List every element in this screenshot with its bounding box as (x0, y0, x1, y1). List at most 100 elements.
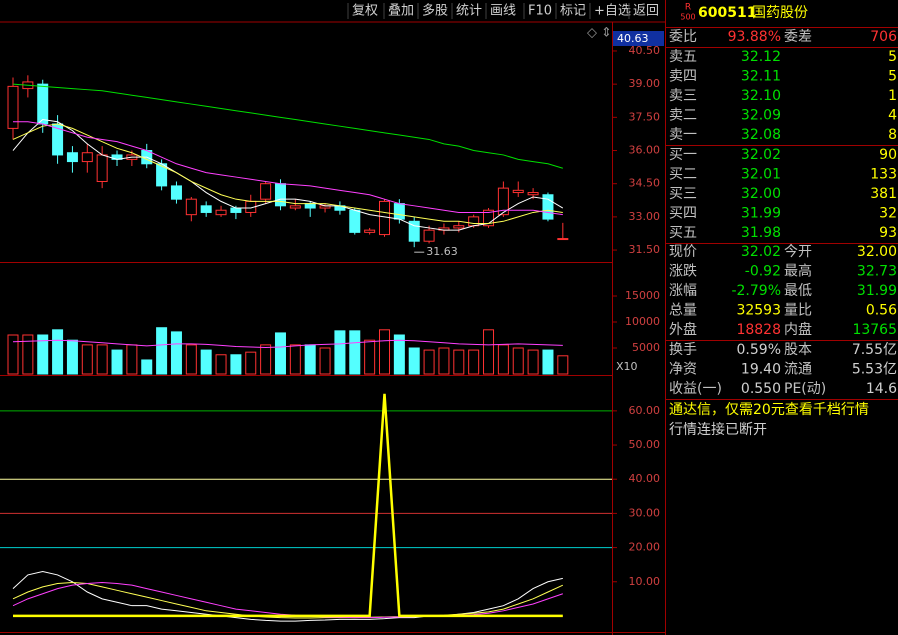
volume-bar (408, 347, 420, 375)
y-tick-label: 40.50 (629, 44, 661, 57)
candle-body (497, 187, 509, 216)
toolbar-button[interactable]: 多股 (422, 3, 448, 19)
axis-top-box (613, 31, 664, 46)
indicator-line (13, 121, 563, 216)
y-tick-label: 10.00 (629, 575, 661, 588)
order-volume: 1 (888, 88, 897, 104)
volume-bar (141, 359, 153, 375)
toolbar-button[interactable]: +自选 (594, 4, 631, 19)
toolbar-button[interactable]: 标记 (560, 4, 586, 19)
quote-value: 0.56 (866, 303, 897, 319)
volume-bar (7, 334, 19, 375)
volume-bar (289, 344, 301, 375)
quote-label: 流通 (784, 362, 812, 378)
promo[interactable]: 通达信，仅需20元查看千档行情 (669, 402, 869, 418)
quote-value: -2.79% (731, 283, 781, 299)
order-price: 32.01 (741, 167, 781, 183)
quote-value: 5.53亿 (852, 362, 897, 378)
quote-value: 32.73 (857, 264, 897, 280)
candle-body (66, 152, 78, 163)
volume-bar (334, 330, 346, 375)
toolbar-button[interactable]: F10 (528, 4, 552, 19)
indicator-line (12, 339, 563, 348)
order-volume: 381 (870, 186, 897, 202)
quote-value: 13765 (852, 322, 897, 338)
candle-body (96, 154, 108, 182)
badge: 500 (680, 13, 695, 22)
candle-body (37, 83, 49, 125)
y-tick-label: 39.00 (629, 77, 661, 90)
y-tick-label: 40.00 (629, 472, 661, 485)
unit-label: X10 (616, 360, 638, 373)
y-tick-label: 31.50 (629, 243, 661, 256)
quote-label: PE(动) (784, 381, 826, 397)
candle-body (185, 198, 197, 216)
quote-label: 换手 (669, 341, 697, 358)
quote-label: 买四 (669, 206, 697, 222)
toolbar-button[interactable]: 复权 (352, 3, 378, 19)
y-tick-label: 60.00 (629, 404, 661, 417)
indicator-line (12, 83, 563, 169)
candle-body (81, 152, 93, 163)
icon[interactable]: ◇ (587, 26, 597, 41)
volume-bar (170, 331, 182, 375)
quote-label: 最高 (784, 263, 812, 280)
quote-label: 买一 (669, 147, 697, 163)
candle-body (230, 207, 242, 213)
quote-label: 涨跌 (669, 264, 697, 280)
quote-value: 14.6 (866, 381, 897, 397)
toolbar-button[interactable]: 返回 (633, 4, 659, 19)
toolbar-button[interactable]: 画线 (490, 4, 516, 19)
stock-code: 600511 (698, 5, 756, 21)
quote-label: 现价 (669, 244, 697, 260)
volume-bar (215, 354, 227, 375)
quote-value: 31.99 (857, 283, 897, 299)
volume-bar (156, 327, 168, 375)
quote-value: 19.40 (741, 362, 781, 378)
order-volume: 4 (888, 108, 897, 124)
volume-bar (319, 347, 331, 375)
indicator-line (12, 123, 563, 225)
candle-body (7, 85, 19, 129)
volume-bar (81, 344, 93, 375)
volume-bar (37, 334, 49, 375)
volume-bar (66, 339, 78, 375)
quote-label: 卖三 (669, 88, 697, 104)
order-price: 32.02 (741, 147, 781, 163)
candle-body (274, 183, 286, 207)
y-tick-label: 20.00 (629, 541, 661, 554)
icon[interactable]: ⇕ (601, 26, 612, 41)
candle-body (483, 209, 495, 227)
quote-value: -0.92 (745, 264, 781, 280)
volume-bar (304, 344, 316, 375)
quote-label: 最低 (784, 283, 812, 299)
order-volume: 32 (879, 206, 897, 222)
quote-label: 量比 (784, 303, 812, 319)
quote-label: 净资 (669, 362, 697, 378)
quote-value: 7.55亿 (852, 342, 897, 358)
candle-body (527, 192, 539, 196)
volume-bar (96, 344, 108, 375)
axis-top-label: 40.63 (617, 32, 649, 45)
volume-bar (468, 349, 480, 375)
volume-bar (185, 344, 197, 375)
quote-label: 买五 (669, 225, 697, 241)
volume-bar (111, 349, 123, 375)
volume-bar (438, 347, 450, 375)
order-volume: 93 (879, 225, 897, 241)
volume-bar (274, 332, 286, 375)
order-volume: 5 (888, 69, 897, 85)
volume-bar (542, 349, 554, 375)
toolbar-button[interactable]: 叠加 (388, 4, 414, 19)
candle-body (349, 209, 361, 233)
quote-value: 0.550 (741, 381, 781, 397)
volume-bar (393, 334, 405, 375)
toolbar-button[interactable]: 统计 (456, 4, 482, 19)
order-volume: 133 (870, 167, 897, 183)
order-price: 32.10 (741, 88, 781, 104)
order-volume: 90 (879, 147, 897, 163)
quote-value: 706 (870, 29, 897, 45)
candle-body (364, 229, 376, 233)
